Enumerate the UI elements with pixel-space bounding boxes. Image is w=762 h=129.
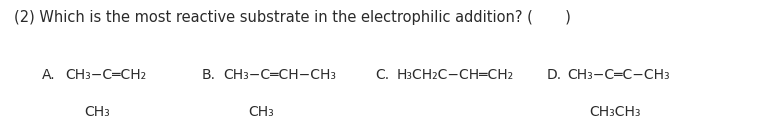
Text: D.: D. <box>547 68 562 82</box>
Text: H₃CH₂C−CH═CH₂: H₃CH₂C−CH═CH₂ <box>396 68 514 82</box>
Text: CH₃: CH₃ <box>248 105 274 119</box>
Text: CH₃−C═CH₂: CH₃−C═CH₂ <box>65 68 146 82</box>
Text: CH₃CH₃: CH₃CH₃ <box>589 105 641 119</box>
Text: CH₃: CH₃ <box>84 105 110 119</box>
Text: C.: C. <box>375 68 389 82</box>
Text: A.: A. <box>42 68 56 82</box>
Text: (2) Which is the most reactive substrate in the electrophilic addition? (       : (2) Which is the most reactive substrate… <box>14 10 571 25</box>
Text: CH₃−C═C−CH₃: CH₃−C═C−CH₃ <box>568 68 671 82</box>
Text: B.: B. <box>202 68 216 82</box>
Text: CH₃−C═CH−CH₃: CH₃−C═CH−CH₃ <box>223 68 336 82</box>
